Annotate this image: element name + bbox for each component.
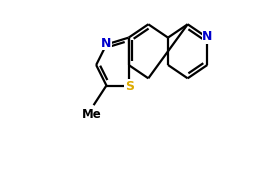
Text: Me: Me <box>82 108 102 121</box>
Text: S: S <box>125 80 134 93</box>
Text: N: N <box>101 37 111 50</box>
Text: N: N <box>202 30 212 43</box>
